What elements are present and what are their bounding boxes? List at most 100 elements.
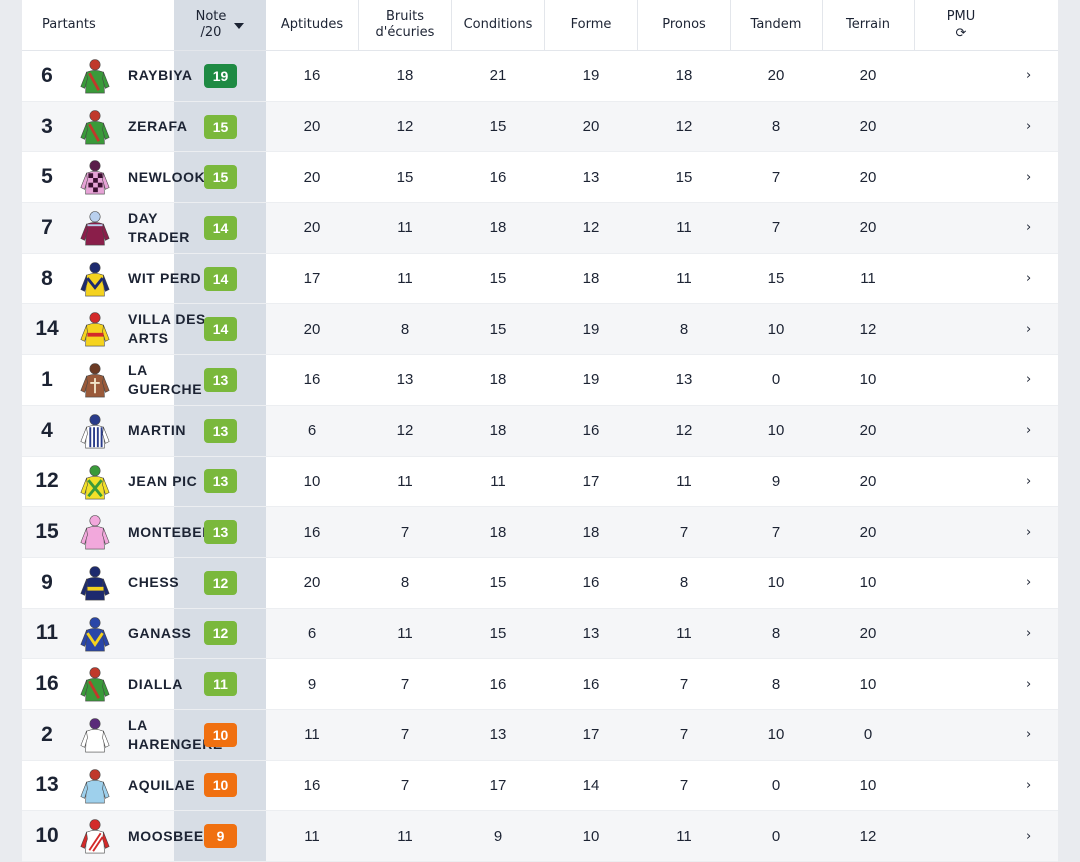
cell-terrain: 20 <box>859 168 877 186</box>
chevron-right-icon[interactable]: › <box>1026 777 1032 793</box>
horse-name[interactable]: JEAN PIC <box>128 472 198 489</box>
horse-name[interactable]: RAYBIYA <box>128 67 193 84</box>
table-row[interactable]: 7 DAY TRADER 14 20 11 18 12 11 7 20 › <box>22 203 1058 254</box>
table-row[interactable]: 1 LA GUERCHE 13 16 13 18 19 13 0 10 › <box>22 355 1058 406</box>
cell-terrain: 10 <box>859 675 877 693</box>
chevron-right-icon[interactable]: › <box>1026 473 1032 489</box>
cell-pronos: 13 <box>675 371 693 389</box>
table-row[interactable]: 15 MONTEBELLO 13 16 7 18 18 7 7 20 › <box>22 507 1058 558</box>
runner-number: 7 <box>41 215 53 239</box>
chevron-right-icon[interactable]: › <box>1026 372 1032 388</box>
table-row[interactable]: 14 VILLA DES ARTS 14 20 8 15 19 8 10 12 › <box>22 304 1058 356</box>
table-row[interactable]: 16 DIALLA 11 9 7 16 16 7 8 10 › <box>22 659 1058 710</box>
cell-tandem: 0 <box>771 371 781 389</box>
jockey-silk-icon <box>78 362 112 400</box>
horse-name[interactable]: MONTEBELLO <box>128 523 224 540</box>
horse-name[interactable]: GANASS <box>128 624 192 641</box>
chevron-right-icon[interactable]: › <box>1026 68 1032 84</box>
horse-name[interactable]: WIT PERD <box>128 270 202 287</box>
cell-bruits: 11 <box>397 270 413 288</box>
chevron-right-icon[interactable]: › <box>1026 727 1032 743</box>
chevron-right-icon[interactable]: › <box>1026 524 1032 540</box>
header-pmu[interactable]: PMU ⟳ <box>915 0 1007 50</box>
sort-desc-icon[interactable] <box>234 23 245 29</box>
cell-aptitudes: 20 <box>303 219 321 237</box>
jockey-silk-icon <box>78 413 112 451</box>
chevron-right-icon[interactable]: › <box>1026 828 1032 844</box>
cell-forme: 17 <box>582 726 600 744</box>
header-terrain[interactable]: Terrain <box>845 17 890 32</box>
horse-name[interactable]: NEWLOOK <box>128 168 206 185</box>
horse-name[interactable]: MOOSBEE <box>128 827 204 844</box>
header-bruits[interactable]: Bruits d'écuries <box>359 0 451 50</box>
chevron-right-icon[interactable]: › <box>1026 625 1032 641</box>
horse-name[interactable]: CHESS <box>128 574 180 591</box>
chevron-right-icon[interactable]: › <box>1026 169 1032 185</box>
table-row[interactable]: 10 MOOSBEE 9 11 11 9 10 11 0 12 › <box>22 811 1058 862</box>
cell-aptitudes: 10 <box>303 472 321 490</box>
header-note-label: Note <box>195 9 227 24</box>
table-row[interactable]: 4 MARTIN 13 6 12 18 16 12 10 20 › <box>22 405 1058 457</box>
cell-pronos: 7 <box>679 726 689 744</box>
refresh-icon[interactable]: ⟳ <box>955 26 967 41</box>
runner-number: 15 <box>35 520 59 544</box>
table-row[interactable]: 8 WIT PERD 14 17 11 15 18 11 15 11 › <box>22 253 1058 305</box>
table-row[interactable]: 6 RAYBIYA 19 16 18 21 19 18 20 20 › <box>22 51 1058 102</box>
cell-bruits: 11 <box>397 827 413 845</box>
chevron-right-icon[interactable]: › <box>1026 271 1032 287</box>
cell-terrain: 20 <box>859 67 877 85</box>
note-badge: 13 <box>204 418 237 443</box>
horse-name[interactable]: DIALLA <box>128 675 183 692</box>
note-badge: 15 <box>204 114 237 139</box>
cell-bruits: 11 <box>397 219 413 237</box>
cell-bruits: 15 <box>396 168 414 186</box>
table-row[interactable]: 13 AQUILAE 10 16 7 17 14 7 0 10 › <box>22 760 1058 812</box>
chevron-right-icon[interactable]: › <box>1026 676 1032 692</box>
cell-tandem: 7 <box>771 168 781 186</box>
cell-forme: 19 <box>582 371 600 389</box>
chevron-right-icon[interactable]: › <box>1026 321 1032 337</box>
header-partants[interactable]: Partants <box>42 17 96 32</box>
header-aptitudes[interactable]: Aptitudes <box>280 17 344 32</box>
horse-name[interactable]: ZERAFA <box>128 118 188 135</box>
cell-bruits: 7 <box>400 675 410 693</box>
header-note[interactable]: Note /20 <box>174 0 266 50</box>
note-badge: 14 <box>204 266 237 291</box>
note-badge: 14 <box>204 317 237 342</box>
jockey-silk-icon <box>78 565 112 603</box>
chevron-right-icon[interactable]: › <box>1026 423 1032 439</box>
cell-tandem: 10 <box>767 574 785 592</box>
horse-name[interactable]: LA HARENGERE <box>128 716 223 752</box>
horse-name[interactable]: MARTIN <box>128 422 187 439</box>
table-row[interactable]: 5 NEWLOOK 15 20 15 16 13 15 7 20 › <box>22 152 1058 204</box>
table-row[interactable]: 11 GANASS 12 6 11 15 13 11 8 20 › <box>22 608 1058 660</box>
chevron-right-icon[interactable]: › <box>1026 220 1032 236</box>
table-row[interactable]: 3 ZERAFA 15 20 12 15 20 12 8 20 › <box>22 101 1058 153</box>
header-bruits-line1: Bruits <box>386 9 424 24</box>
header-forme[interactable]: Forme <box>570 17 612 32</box>
cell-aptitudes: 20 <box>303 118 321 136</box>
chevron-right-icon[interactable]: › <box>1026 575 1032 591</box>
cell-aptitudes: 20 <box>303 320 321 338</box>
header-tandem[interactable]: Tandem <box>750 17 802 32</box>
cell-forme: 13 <box>582 624 600 642</box>
table-row[interactable]: 9 CHESS 12 20 8 15 16 8 10 10 › <box>22 557 1058 609</box>
cell-pronos: 7 <box>679 776 689 794</box>
header-conditions[interactable]: Conditions <box>463 17 533 32</box>
cell-forme: 20 <box>582 118 600 136</box>
header-pronos[interactable]: Pronos <box>662 17 706 32</box>
note-badge: 14 <box>204 215 237 240</box>
chevron-right-icon[interactable]: › <box>1026 119 1032 135</box>
cell-pronos: 8 <box>679 574 689 592</box>
table-row[interactable]: 2 LA HARENGERE 10 11 7 13 17 7 10 0 › <box>22 709 1058 761</box>
horse-name[interactable]: DAY TRADER <box>128 209 190 245</box>
cell-forme: 16 <box>582 675 600 693</box>
table-body: 6 RAYBIYA 19 16 18 21 19 18 20 20 › 3 ZERAFA 15 20 12 15… <box>22 51 1058 862</box>
horse-name[interactable]: AQUILAE <box>128 776 196 793</box>
cell-aptitudes: 20 <box>303 574 321 592</box>
header-pmu-label: PMU <box>946 9 976 24</box>
runner-number: 14 <box>35 317 59 341</box>
table-row[interactable]: 12 JEAN PIC 13 10 11 11 17 11 9 20 › <box>22 456 1058 508</box>
horse-name[interactable]: VILLA DES ARTS <box>128 311 206 347</box>
horse-name[interactable]: LA GUERCHE <box>128 361 203 397</box>
